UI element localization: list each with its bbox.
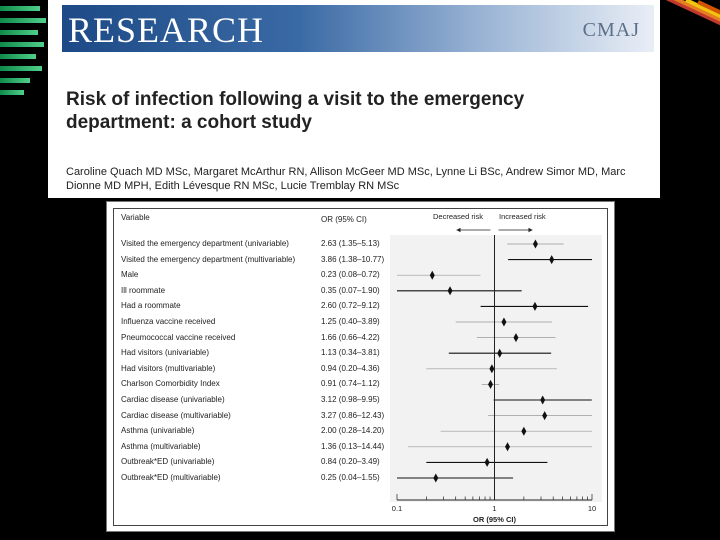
row-label: Ill roommate bbox=[121, 285, 166, 295]
section-banner: RESEARCH CMAJ bbox=[62, 5, 654, 52]
row-or-ci: 1.36 (0.13–14.44) bbox=[321, 441, 385, 451]
increased-risk-arrowhead bbox=[528, 227, 533, 233]
row-or-ci: 0.25 (0.04–1.55) bbox=[321, 473, 380, 482]
slide-decoration-left bbox=[0, 0, 48, 110]
row-or-ci: 3.12 (0.98–9.95) bbox=[321, 395, 380, 404]
or-point-marker bbox=[505, 442, 511, 452]
or-point-marker bbox=[542, 411, 548, 421]
row-label: Male bbox=[121, 270, 139, 280]
or-point-marker bbox=[532, 301, 538, 311]
or-point-marker bbox=[447, 286, 453, 296]
row-label: Pneumococcal vaccine received bbox=[121, 332, 236, 342]
increased-risk-label: Increased risk bbox=[499, 212, 546, 221]
x-tick-label: 10 bbox=[588, 504, 596, 513]
row-label: Charlson Comorbidity Index bbox=[121, 379, 220, 389]
figure-frame bbox=[113, 208, 608, 526]
row-label: Cardiac disease (multivariable) bbox=[121, 410, 231, 420]
section-title: RESEARCH bbox=[68, 10, 265, 50]
author-list: Caroline Quach MD MSc, Margaret McArthur… bbox=[66, 166, 626, 192]
decreased-risk-label: Decreased risk bbox=[433, 212, 484, 221]
row-label: Influenza vaccine received bbox=[121, 317, 216, 326]
row-label: Had visitors (univariable) bbox=[121, 348, 210, 358]
row-label: Outbreak*ED (multivariable) bbox=[121, 473, 221, 482]
x-axis-title: OR (95% CI) bbox=[473, 515, 516, 524]
row-or-ci: 2.63 (1.35–5.13) bbox=[321, 239, 380, 248]
or-point-marker bbox=[433, 473, 439, 483]
row-label: Had a roommate bbox=[121, 301, 181, 311]
or-point-marker bbox=[532, 239, 538, 249]
or-point-marker bbox=[501, 317, 507, 327]
x-tick-label: 0.1 bbox=[392, 504, 402, 513]
row-or-ci: 1.25 (0.40–3.89) bbox=[321, 317, 380, 326]
row-label: Outbreak*ED (univariable) bbox=[121, 457, 215, 467]
row-or-ci: 0.23 (0.08–0.72) bbox=[321, 270, 380, 280]
row-or-ci: 0.35 (0.07–1.90) bbox=[321, 285, 380, 295]
or-point-marker bbox=[489, 364, 495, 374]
row-or-ci: 3.86 (1.38–10.77) bbox=[321, 254, 385, 264]
or-point-marker bbox=[429, 270, 435, 280]
journal-name: CMAJ bbox=[582, 19, 640, 41]
or-point-marker bbox=[549, 255, 555, 265]
row-or-ci: 0.94 (0.20–4.36) bbox=[321, 363, 380, 373]
forest-plot-figure: Variable OR (95% CI) Decreased risk Incr… bbox=[106, 201, 615, 532]
or-point-marker bbox=[513, 333, 519, 343]
row-label: Asthma (univariable) bbox=[121, 426, 195, 436]
x-tick-label: 1 bbox=[492, 504, 496, 513]
or-point-marker bbox=[540, 395, 546, 405]
row-label: Visited the emergency department (multiv… bbox=[121, 254, 296, 264]
row-label: Cardiac disease (univariable) bbox=[121, 395, 225, 404]
slide-decoration-right bbox=[654, 0, 720, 40]
row-label: Asthma (multivariable) bbox=[121, 441, 201, 451]
or-point-marker bbox=[521, 426, 527, 436]
row-or-ci: 2.00 (0.28–14.20) bbox=[321, 426, 385, 436]
paper-header: RESEARCH CMAJ Risk of infection followin… bbox=[48, 0, 660, 198]
decreased-risk-arrowhead bbox=[456, 227, 461, 233]
row-or-ci: 0.91 (0.74–1.12) bbox=[321, 379, 380, 389]
or-column-header: OR (95% CI) bbox=[321, 215, 367, 224]
or-point-marker bbox=[488, 379, 494, 389]
paper-title: Risk of infection following a visit to t… bbox=[66, 89, 525, 133]
row-label: Visited the emergency department (univar… bbox=[121, 239, 289, 248]
row-or-ci: 0.84 (0.20–3.49) bbox=[321, 457, 380, 467]
row-or-ci: 3.27 (0.86–12.43) bbox=[321, 410, 385, 420]
row-label: Had visitors (multivariable) bbox=[121, 363, 216, 373]
forest-plot: 0.1 1 10 OR (95% CI) bbox=[390, 227, 602, 524]
row-or-ci: 2.60 (0.72–9.12) bbox=[321, 301, 380, 311]
variable-column-header: Variable bbox=[121, 213, 150, 222]
row-or-ci: 1.66 (0.66–4.22) bbox=[321, 332, 380, 342]
or-point-marker bbox=[484, 457, 490, 467]
row-or-ci: 1.13 (0.34–3.81) bbox=[321, 348, 380, 358]
or-point-marker bbox=[497, 348, 503, 358]
